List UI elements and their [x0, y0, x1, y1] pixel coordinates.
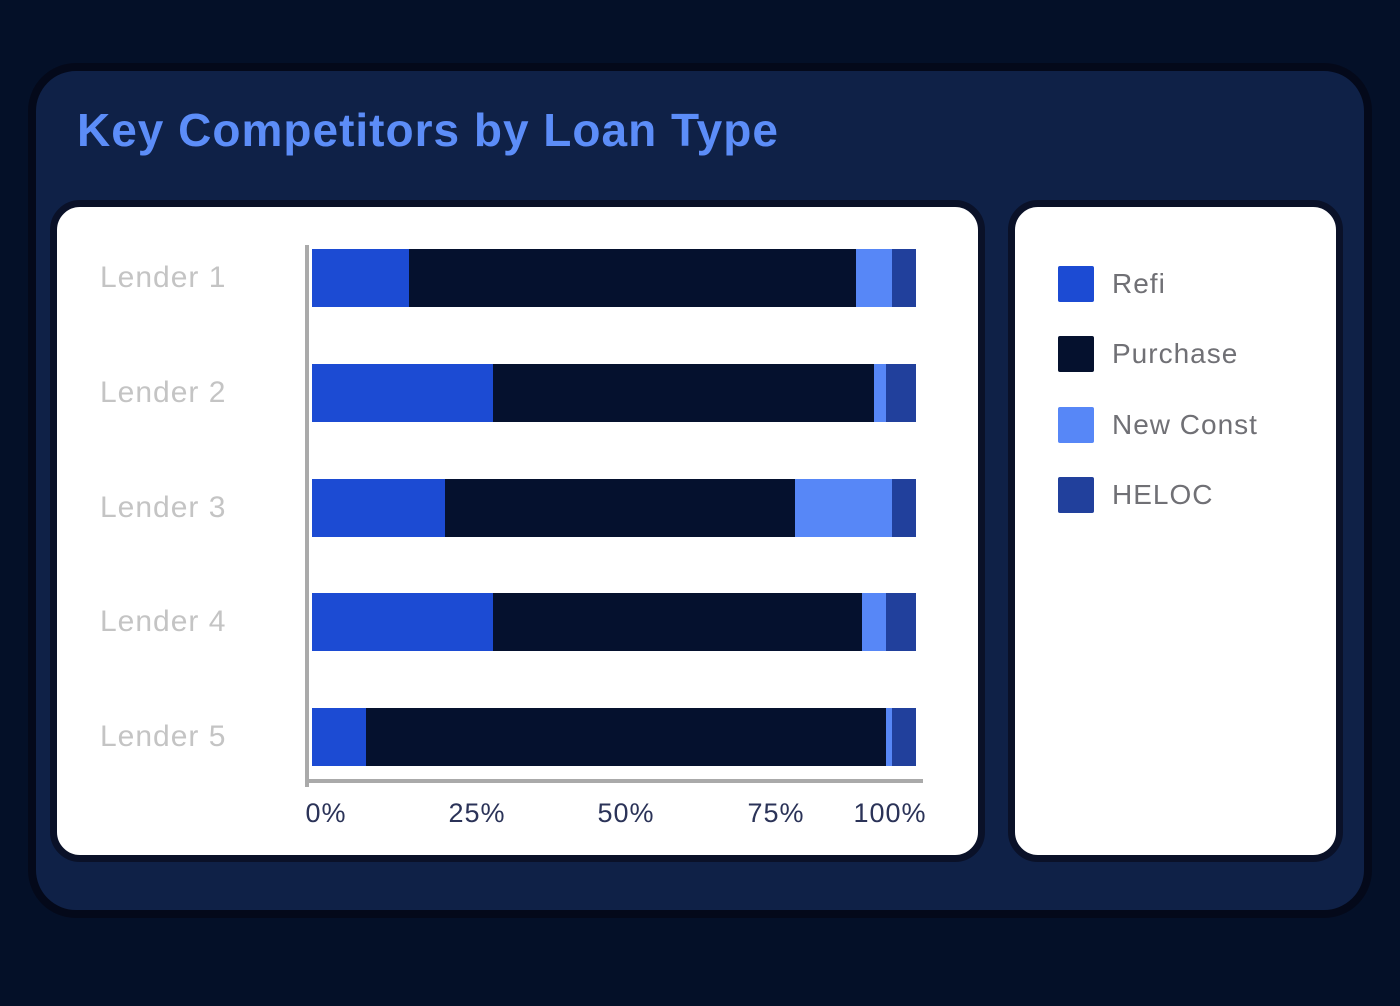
bar-segment-new-const	[795, 479, 892, 537]
legend-label: New Const	[1112, 409, 1258, 440]
chart-row: Lender 5	[57, 708, 978, 766]
dashboard-card: Key Competitors by Loan Type Lender 1 Len…	[28, 63, 1372, 918]
chart-row: Lender 3	[57, 479, 978, 537]
legend-swatch-new-const	[1058, 407, 1094, 443]
chart-panel: Lender 1 Lender 2 Lender 3 Lender 4 Lender 5…	[50, 200, 985, 862]
category-label: Lender 2	[100, 376, 227, 409]
bar-segment-heloc	[891, 479, 916, 537]
bar-segment-heloc	[891, 249, 916, 307]
bar-segment-new-const	[861, 593, 886, 651]
stacked-bar	[312, 364, 916, 422]
page-title: Key Competitors by Loan Type	[77, 104, 779, 156]
bar-segment-purchase	[444, 479, 796, 537]
legend-panel: Refi Purchase New Const HELOC	[1008, 200, 1343, 862]
x-tick-label: 50%	[597, 798, 655, 828]
x-tick-label: 0%	[305, 798, 347, 828]
bar-segment-new-const	[885, 708, 892, 766]
stacked-bar	[312, 593, 916, 651]
category-label: Lender 4	[100, 605, 227, 638]
legend-label: Refi	[1112, 268, 1166, 299]
bar-segment-purchase	[493, 364, 874, 422]
bar-segment-refi	[312, 249, 409, 307]
bar-segment-heloc	[885, 364, 916, 422]
legend-label: HELOC	[1112, 479, 1214, 510]
bar-segment-new-const	[873, 364, 886, 422]
legend-swatch-refi	[1058, 266, 1094, 302]
x-tick-label: 75%	[747, 798, 805, 828]
category-label: Lender 3	[100, 491, 227, 524]
category-label: Lender 5	[100, 720, 227, 753]
legend-item: Refi	[1058, 266, 1166, 302]
stacked-bar	[312, 249, 916, 307]
bar-segment-purchase	[408, 249, 856, 307]
bar-segment-new-const	[855, 249, 892, 307]
legend-swatch-heloc	[1058, 477, 1094, 513]
bar-segment-purchase	[493, 593, 862, 651]
bar-segment-refi	[312, 708, 367, 766]
bar-segment-refi	[312, 364, 494, 422]
legend-item: Purchase	[1058, 336, 1238, 372]
category-label: Lender 1	[100, 261, 227, 294]
bar-segment-purchase	[366, 708, 886, 766]
chart-row: Lender 1	[57, 249, 978, 307]
legend-item: New Const	[1058, 407, 1258, 443]
stacked-bar	[312, 708, 916, 766]
stacked-bar	[312, 479, 916, 537]
chart-row: Lender 2	[57, 364, 978, 422]
bar-segment-heloc	[891, 708, 916, 766]
x-tick-label: 100%	[853, 798, 927, 828]
legend-swatch-purchase	[1058, 336, 1094, 372]
bar-segment-refi	[312, 479, 445, 537]
bar-segment-heloc	[885, 593, 916, 651]
bar-segment-refi	[312, 593, 494, 651]
legend-item: HELOC	[1058, 477, 1213, 513]
x-tick-label: 25%	[448, 798, 506, 828]
legend-label: Purchase	[1112, 338, 1239, 369]
chart-row: Lender 4	[57, 593, 978, 651]
x-axis-line	[305, 779, 923, 783]
y-axis-line	[305, 245, 309, 787]
